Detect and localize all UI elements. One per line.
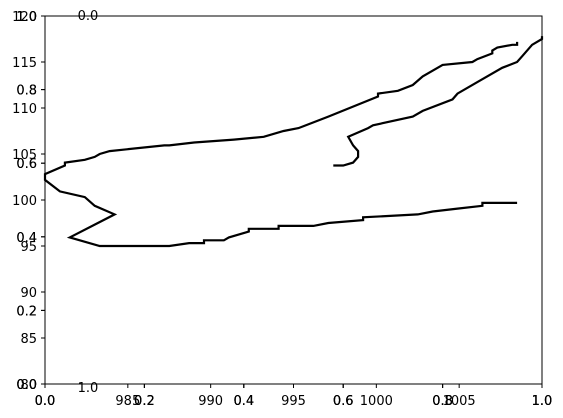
axis-2-y-tick-label-3: 0.6 <box>16 157 37 172</box>
axis-2-x-tick-label-0: 0.0 <box>35 394 56 409</box>
axis-2-y-tick-label-4: 0.8 <box>16 84 37 99</box>
axis-2-x-tick-label-1: 0.2 <box>134 394 155 409</box>
axis-4-inner-label-bottom: 0.0 <box>78 9 99 24</box>
axis-1-y-tick-label-5: 1.0 <box>16 10 37 25</box>
axis-4-x-tick-label-2: 995 <box>281 394 306 409</box>
axis-3-y-tick-label-7: 115 <box>12 56 37 71</box>
axis-2-x-tick-label-3: 0.6 <box>333 394 354 409</box>
axis-3-y-tick-label-4: 100 <box>12 194 37 209</box>
tick-layer: 0.0 0.2 0.4 0.6 0.8 1.00.00.20.40.60.81.00.0 0… <box>12 9 552 409</box>
axis-3-y-tick-label-2: 90 <box>20 286 37 301</box>
axis-1-y-tick-label-0: 0.0 <box>16 378 37 393</box>
axis-2-y-tick-label-2: 0.4 <box>16 231 37 246</box>
axis-3-y-tick-label-5: 105 <box>12 148 37 163</box>
axis-2-y-tick-label-5: 1.0 <box>16 10 37 25</box>
axis-1-y-tick-label-4: 0.8 <box>16 84 37 99</box>
axis-2-y-tick-label-1: 0.2 <box>16 304 37 319</box>
axis-3-x-tick-label-4: 0.8 <box>432 394 453 409</box>
axis-1-x-tick-label-2: 0.4 <box>233 394 254 409</box>
axis-2-x-tick-label-4: 0.8 <box>432 394 453 409</box>
axis-3-x-tick-label-3: 0.6 <box>333 394 354 409</box>
axis-3-y-tick-label-6: 110 <box>12 102 37 117</box>
axis-4-inner-label-top: 1.0 <box>78 381 99 396</box>
axis-3-y-tick-label-3: 95 <box>20 240 37 255</box>
axis-3-y-tick-label-1: 85 <box>20 332 37 347</box>
axis-1-y-tick-label-3: 0.6 <box>16 157 37 172</box>
axis-4-x-tick-label-0: 985 <box>115 394 140 409</box>
axis-2-x-tick-label-2: 0.4 <box>233 394 254 409</box>
axis-1-x-tick-label-5: 1.0 <box>532 394 553 409</box>
axis-1-x-tick-label-0: 0.0 <box>35 394 56 409</box>
axis-1-y-tick-label-1: 0.2 <box>16 304 37 319</box>
axis-4-x-tick-label-3: 1000 <box>360 394 393 409</box>
axis-1-x-tick-label-4: 0.8 <box>432 394 453 409</box>
axis-2-y-tick-label-0: 0.0 <box>16 378 37 393</box>
axis-3-x-tick-label-2: 0.4 <box>233 394 254 409</box>
axis-3-x-tick-label-5: 1.0 <box>532 394 553 409</box>
axis-1-x-tick-label-3: 0.6 <box>333 394 354 409</box>
axis-3-y-tick-label-8: 120 <box>12 10 37 25</box>
axis-4-x-tick-label-1: 990 <box>198 394 223 409</box>
axis-4-x-tick-label-4: 1005 <box>443 394 476 409</box>
axis-4-y-tick-label-1: 1.0 <box>16 10 37 25</box>
axis-3-y-tick-label-0: 80 <box>20 378 37 393</box>
axis-2-x-tick-label-5: 1.0 <box>532 394 553 409</box>
axis-3-x-tick-label-1: 0.2 <box>134 394 155 409</box>
axis-1-y-tick-label-2: 0.4 <box>16 231 37 246</box>
axis-3-x-tick-label-0: 0.0 <box>35 394 56 409</box>
series-line-2 <box>333 36 544 167</box>
axis-1-x-tick-label-1: 0.2 <box>134 394 155 409</box>
axis-4-y-tick-label-0: 0.0 <box>16 378 37 393</box>
